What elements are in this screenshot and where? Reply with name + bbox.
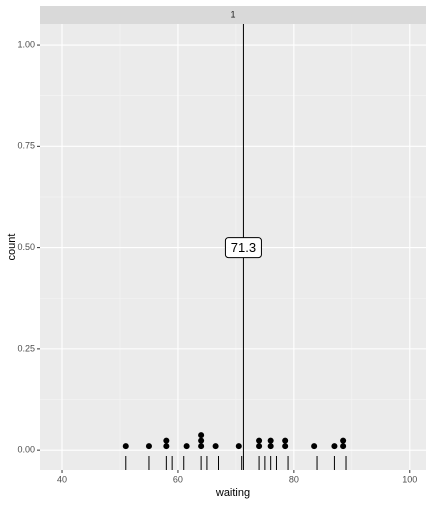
x-axis-title: waiting	[215, 487, 250, 499]
mean-label: 71.3	[231, 240, 256, 255]
dot-stack	[122, 443, 129, 450]
y-tick-label: 1.00	[17, 39, 35, 49]
dot	[235, 443, 242, 450]
dot-stack	[198, 432, 205, 450]
x-tick-label: 60	[173, 474, 183, 484]
x-tick-label: 100	[402, 474, 417, 484]
dot-stack	[145, 443, 152, 450]
mean-label-box	[224, 237, 262, 259]
dot-stack	[267, 437, 274, 450]
x-tick-label: 80	[289, 474, 299, 484]
dot	[282, 437, 289, 444]
dot	[256, 437, 263, 444]
x-tick-label: 40	[57, 474, 67, 484]
dot-stack	[311, 443, 318, 450]
dot	[311, 443, 318, 450]
dot	[212, 443, 219, 450]
dot-stack	[340, 437, 347, 450]
dot	[198, 443, 205, 450]
dot	[198, 437, 205, 444]
dot-stack	[331, 443, 338, 450]
dot	[340, 437, 347, 444]
dot	[183, 443, 190, 450]
dot-stack	[163, 437, 170, 450]
dot	[163, 437, 170, 444]
dot	[145, 443, 152, 450]
dot	[267, 443, 274, 450]
dot	[282, 443, 289, 450]
dot	[198, 432, 205, 439]
plot-layer: 71.3	[40, 24, 426, 470]
facet-strip	[40, 6, 426, 24]
dot	[331, 443, 338, 450]
dot-stack	[183, 443, 190, 450]
dot	[163, 443, 170, 450]
dot	[340, 443, 347, 450]
dot	[256, 443, 263, 450]
dot-stack	[212, 443, 219, 450]
dot-stack	[256, 437, 263, 450]
y-tick-label: 0.25	[17, 343, 35, 353]
y-tick-label: 0.00	[17, 445, 35, 455]
facet-label: 1	[230, 9, 235, 19]
dot	[267, 437, 274, 444]
y-tick-label: 0.50	[17, 242, 35, 252]
y-tick-label: 0.75	[17, 141, 35, 151]
dot	[122, 443, 129, 450]
y-axis-title: count	[6, 234, 18, 261]
dot-stack	[282, 437, 289, 450]
dot-stack	[235, 443, 242, 450]
